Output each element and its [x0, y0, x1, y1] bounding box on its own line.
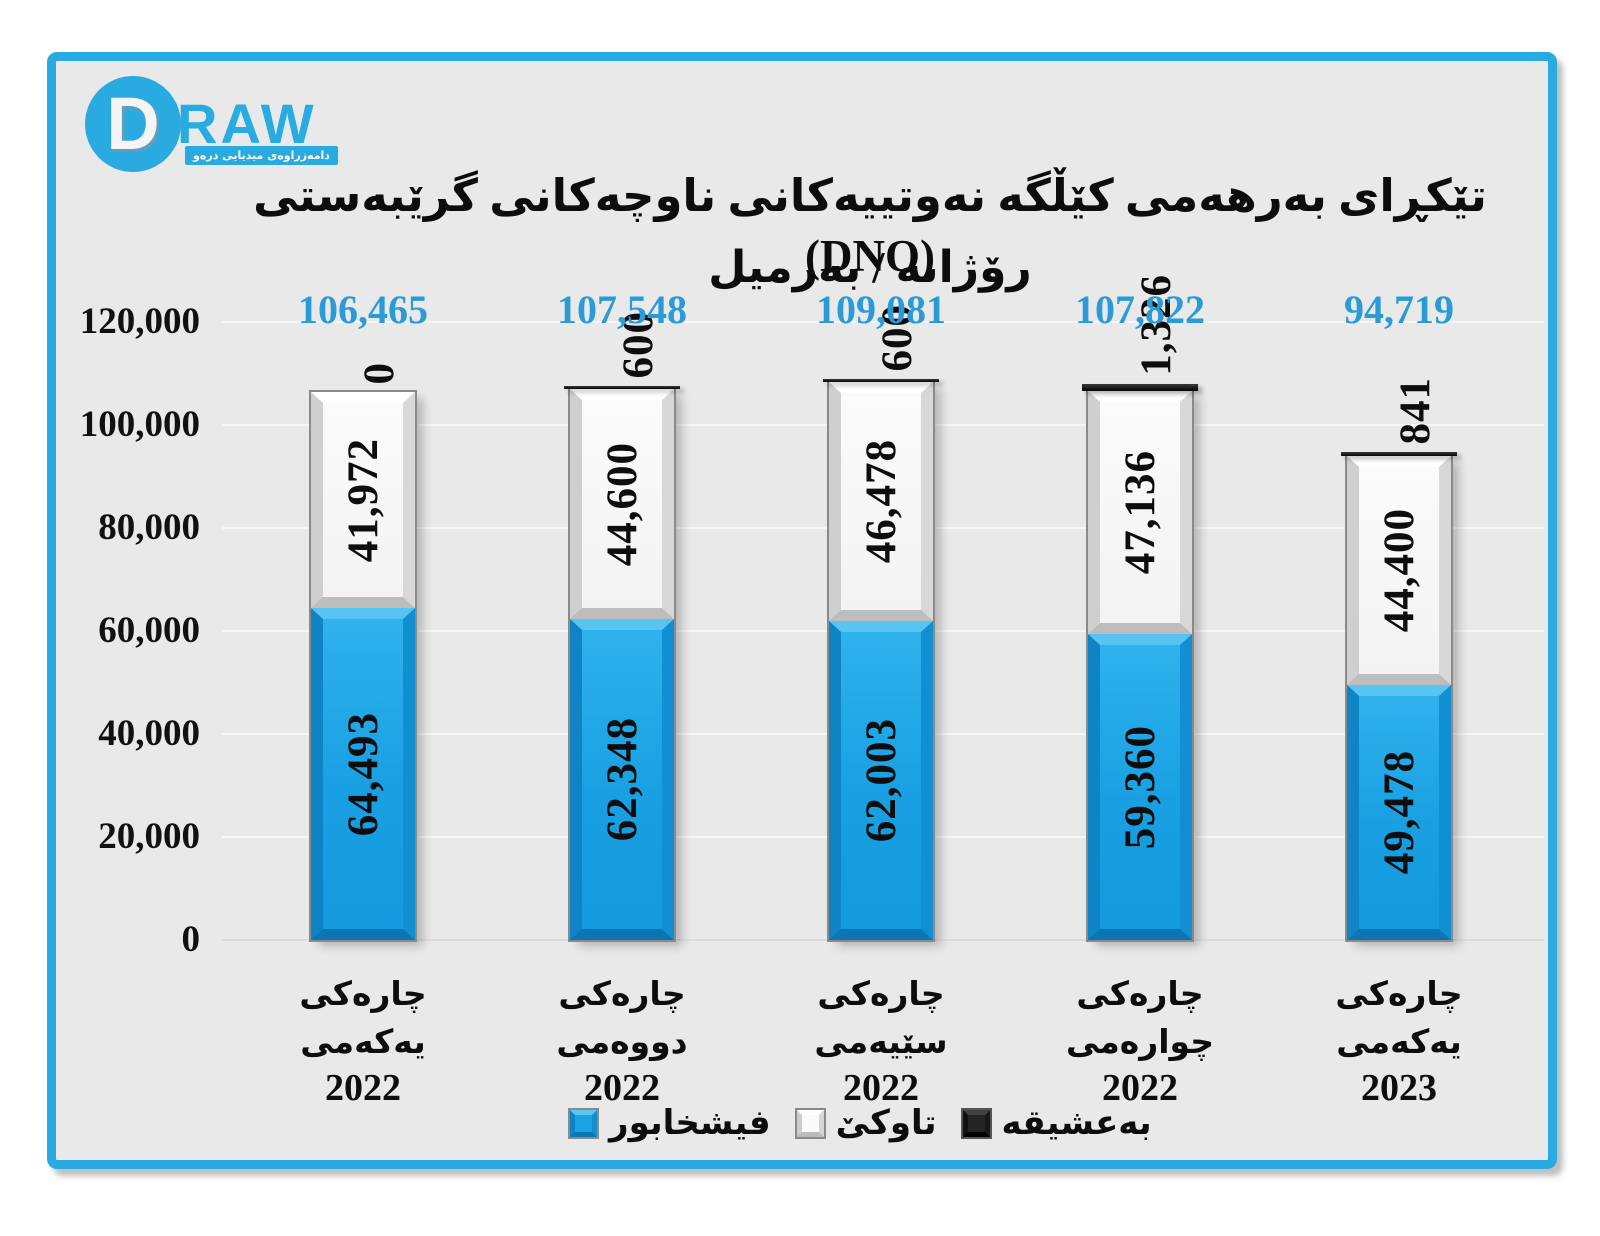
bar-total-label: 107,822: [1075, 287, 1205, 332]
chart-legend: فیشخابور تاوکێ بەعشیقە: [570, 1100, 1152, 1146]
draw-media-logo: D RAW دامەزراوەی میدیایی درەو: [85, 74, 345, 184]
bar-segment-tawke: [570, 389, 674, 619]
bar-value-tawke: 47,136: [1088, 391, 1192, 634]
x-category-label: چارەکی یەکەمی 2022: [233, 970, 493, 1110]
bar-value-fishkhabur: 59,360: [1088, 634, 1192, 940]
bar-value-text: 44,600: [598, 441, 646, 567]
x-category-name: چارەکی سێیەمی: [814, 974, 948, 1061]
legend-swatch-white-icon: [796, 1109, 824, 1137]
y-axis-tick-label: 60,000: [98, 610, 200, 651]
bar-value-fishkhabur: 64,493: [311, 608, 415, 940]
legend-item: بەعشیقە: [962, 1103, 1152, 1143]
x-category-year: 2022: [325, 1067, 401, 1109]
legend-item: فیشخابور: [570, 1103, 771, 1143]
bar-value-fishkhabur: 49,478: [1347, 685, 1451, 940]
bar-segment-bashiqa: [1082, 384, 1198, 391]
bar-body: [1347, 456, 1451, 940]
y-axis-tick-label: 20,000: [98, 816, 200, 857]
bar-value-text: 46,478: [857, 439, 905, 564]
x-category-name: چارەکی یەکەمی: [299, 974, 427, 1061]
bar-value-bashiqa: 0: [327, 362, 431, 385]
legend-swatch-blue-icon: [570, 1109, 597, 1137]
bar-body: [829, 382, 933, 940]
bar-segment-tawke: [829, 382, 933, 621]
bar-segment-fishkhabur: [570, 619, 674, 940]
bar-value-fishkhabur: 62,348: [570, 619, 674, 940]
x-category-label: چارەکی سێیەمی 2022: [751, 970, 1011, 1110]
bar-segment-tawke: [1347, 456, 1451, 685]
bar-value-bashiqa: 841: [1363, 377, 1467, 445]
bar-quarter-5: 49,478 44,400 841: [1341, 377, 1457, 940]
x-category-label: چارەکی چوارەمی 2022: [1010, 970, 1270, 1110]
chart-frame: [47, 52, 1557, 1169]
bar-value-text: 64,493: [339, 711, 387, 837]
bar-value-text: 841: [1391, 376, 1439, 445]
x-category-year: 2023: [1361, 1067, 1437, 1109]
chart-title-line1: تێکڕای بەرهەمی کێڵگە نەوتییەکانی ناوچەکا…: [253, 171, 1487, 281]
gridline: [222, 939, 1544, 941]
logo-raw-text: RAW: [177, 92, 317, 155]
x-category-year: 2022: [843, 1067, 919, 1109]
bar-value-text: 47,136: [1116, 450, 1164, 575]
bar-body: [311, 392, 415, 940]
bar-value-text: 62,348: [598, 717, 646, 842]
x-category-name: چارەکی چوارەمی: [1065, 974, 1215, 1061]
bar-segment-tawke: [1088, 391, 1192, 634]
x-category-year: 2022: [584, 1067, 660, 1109]
bar-total-label: 109,081: [816, 287, 946, 332]
bar-total-label: 107,548: [557, 287, 687, 332]
bar-segment-fishkhabur: [311, 608, 415, 940]
bar-total-label: 94,719: [1344, 287, 1454, 332]
legend-label: فیشخابور: [609, 1103, 771, 1143]
x-category-label: چارەکی یەکەمی 2023: [1269, 970, 1529, 1110]
bar-quarter-4: 59,360 47,136 1,326: [1082, 274, 1198, 940]
bar-value-text: 59,360: [1116, 724, 1164, 850]
bar-value-text: 0: [355, 361, 403, 385]
bar-value-text: 62,003: [857, 718, 905, 843]
legend-item: تاوکێ: [796, 1103, 937, 1143]
gridline: [222, 321, 1544, 323]
bar-value-tawke: 46,478: [829, 382, 933, 621]
x-category-name: چارەکی یەکەمی: [1335, 974, 1463, 1061]
y-axis-tick-label: 120,000: [79, 301, 200, 342]
bar-segment-bashiqa: [1341, 452, 1457, 456]
bar-body: [570, 389, 674, 940]
bar-segment-fishkhabur: [1347, 685, 1451, 940]
bar-value-text: 41,972: [339, 437, 387, 563]
bar-segment-tawke: [311, 392, 415, 608]
bar-segment-bashiqa: [564, 386, 680, 389]
legend-label: تاوکێ: [835, 1103, 937, 1143]
bar-segment-bashiqa: [823, 379, 939, 382]
logo-d-letter: D: [106, 82, 160, 165]
y-axis-tick-label: 0: [181, 919, 201, 960]
bar-total-label: 106,465: [298, 287, 428, 332]
y-axis-tick-label: 80,000: [98, 507, 200, 548]
legend-swatch-black-icon: [962, 1109, 990, 1137]
logo-banner-text: دامەزراوەی میدیایی درەو: [185, 146, 338, 165]
bar-value-text: 49,478: [1375, 750, 1423, 875]
bar-segment-fishkhabur: [829, 621, 933, 940]
bar-quarter-3: 62,003 46,478 600: [823, 304, 939, 940]
legend-label: بەعشیقە: [1001, 1103, 1152, 1143]
y-axis-tick-label: 40,000: [98, 713, 200, 754]
bar-value-tawke: 44,400: [1347, 456, 1451, 685]
bar-value-fishkhabur: 62,003: [829, 621, 933, 940]
y-axis-tick-label: 100,000: [79, 404, 200, 445]
bar-body: [1088, 391, 1192, 940]
bar-quarter-1: 64,493 41,972 0: [311, 362, 415, 940]
x-category-label: چارەکی دووەمی 2022: [492, 970, 752, 1110]
logo-circle-icon: D: [85, 76, 181, 172]
bar-value-tawke: 41,972: [311, 392, 415, 608]
bar-value-tawke: 44,600: [570, 389, 674, 619]
bar-quarter-2: 62,348 44,600 600: [564, 311, 680, 940]
x-category-name: چارەکی دووەمی: [556, 974, 688, 1061]
x-category-year: 2022: [1102, 1067, 1178, 1109]
bar-value-text: 44,400: [1375, 508, 1423, 633]
chart-title-line2: رۆژانە / بەرمیل: [708, 243, 1032, 292]
bar-segment-fishkhabur: [1088, 634, 1192, 940]
